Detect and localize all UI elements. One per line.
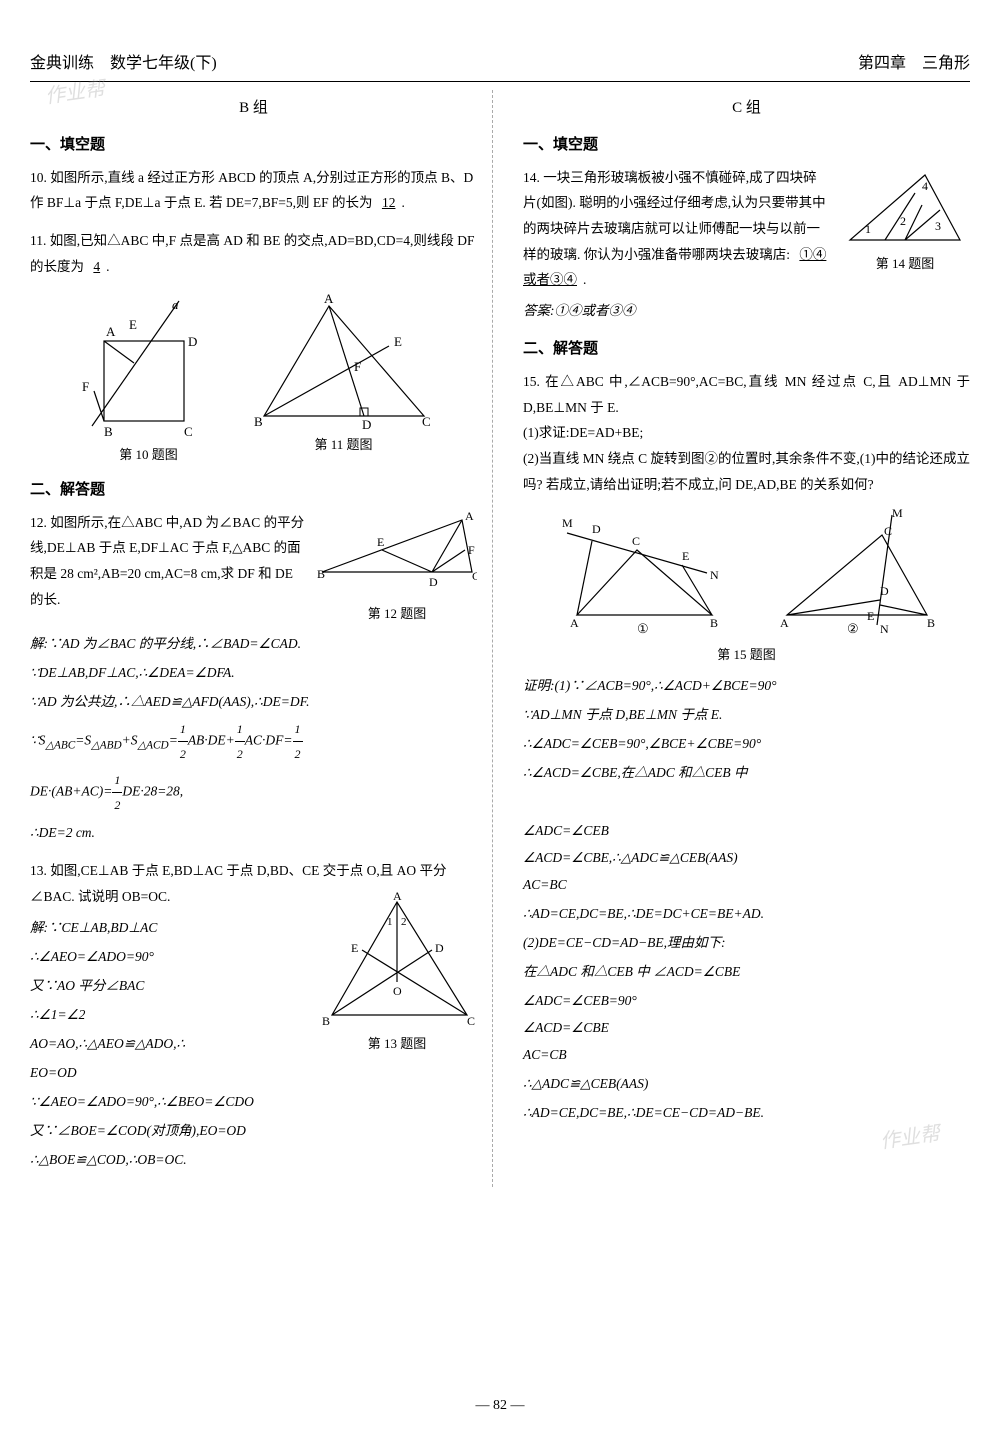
svg-text:A: A xyxy=(780,616,789,630)
figure-13-svg: A B C D E O 1 2 xyxy=(317,890,477,1030)
svg-text:D: D xyxy=(880,584,889,598)
svg-text:C: C xyxy=(472,569,477,583)
svg-text:E: E xyxy=(351,941,358,955)
problem-10-text: 10. 如图所示,直线 a 经过正方形 ABCD 的顶点 A,分别过正方形的顶点… xyxy=(30,170,473,211)
svg-text:C: C xyxy=(184,424,193,439)
svg-text:F: F xyxy=(354,359,361,374)
page-number: — 82 — xyxy=(476,1393,525,1418)
problem-10-answer: 12 xyxy=(376,195,402,210)
figure-15-row: A B C D E M N ① xyxy=(523,505,970,635)
svg-text:②: ② xyxy=(847,621,859,635)
svg-text:D: D xyxy=(435,941,444,955)
svg-text:D: D xyxy=(188,334,197,349)
svg-text:E: E xyxy=(377,535,384,549)
figure-11-svg: A B C D E F xyxy=(254,291,434,431)
svg-text:2: 2 xyxy=(900,214,906,228)
figure-15-1-svg: A B C D E M N ① xyxy=(552,505,742,635)
svg-text:C: C xyxy=(422,414,431,429)
problem-14: 1 2 3 4 第 14 题图 14. 一块三角形玻璃板被小强不慎碰碎,成了四块… xyxy=(523,165,970,324)
figure-12-svg: A B C D E F xyxy=(317,510,477,600)
problem-10: 10. 如图所示,直线 a 经过正方形 ABCD 的顶点 A,分别过正方形的顶点… xyxy=(30,165,477,216)
svg-text:B: B xyxy=(710,616,718,630)
svg-text:B: B xyxy=(254,414,263,429)
figure-15-caption: 第 15 题图 xyxy=(523,643,970,668)
svg-text:1: 1 xyxy=(387,916,393,928)
problem-15-solution: 证明:(1)∵∠ACB=90°,∴∠ACD+∠BCE=90° ∵AD⊥MN 于点… xyxy=(523,672,970,1126)
svg-text:F: F xyxy=(82,379,89,394)
svg-text:C: C xyxy=(467,1014,475,1028)
svg-text:D: D xyxy=(592,522,601,536)
problem-15-text: 15. 在△ABC 中,∠ACB=90°,AC=BC,直线 MN 经过点 C,且… xyxy=(523,369,970,420)
figure-11-caption: 第 11 题图 xyxy=(254,433,434,456)
svg-text:C: C xyxy=(884,524,892,538)
svg-text:N: N xyxy=(880,622,889,635)
svg-text:B: B xyxy=(322,1014,330,1028)
svg-text:A: A xyxy=(570,616,579,630)
problem-15: 15. 在△ABC 中,∠ACB=90°,AC=BC,直线 MN 经过点 C,且… xyxy=(523,369,970,1126)
figure-row-10-11: A B C D E F a 第 10 题图 A B xyxy=(30,291,477,466)
figure-10-caption: 第 10 题图 xyxy=(74,443,224,466)
svg-text:A: A xyxy=(465,510,474,523)
figure-15-1: A B C D E M N ① xyxy=(552,505,742,635)
svg-text:M: M xyxy=(562,516,573,530)
problem-11: 11. 如图,已知△ABC 中,F 点是高 AD 和 BE 的交点,AD=BD,… xyxy=(30,228,477,279)
svg-text:E: E xyxy=(867,609,874,623)
svg-text:A: A xyxy=(106,324,116,339)
figure-14-svg: 1 2 3 4 xyxy=(840,165,970,250)
figure-15-2: A B C D E M N ② xyxy=(772,505,942,635)
svg-text:①: ① xyxy=(637,621,649,635)
svg-text:A: A xyxy=(393,890,402,903)
svg-text:E: E xyxy=(129,317,137,332)
figure-14-caption: 第 14 题图 xyxy=(840,252,970,277)
figure-10: A B C D E F a 第 10 题图 xyxy=(74,291,224,466)
section-fill-blank: 一、填空题 xyxy=(30,132,477,159)
section-fill-blank-right: 一、填空题 xyxy=(523,132,970,159)
group-b-label: B 组 xyxy=(30,95,477,122)
svg-text:4: 4 xyxy=(922,179,928,193)
problem-11-answer: 4 xyxy=(87,259,106,274)
header-right: 第四章 三角形 xyxy=(858,50,970,79)
problem-12-solution: 解:∵AD 为∠BAC 的平分线,∴∠BAD=∠CAD. ∵DE⊥AB,DF⊥A… xyxy=(30,630,477,846)
header-left: 金典训练 数学七年级(下) xyxy=(30,50,217,79)
svg-text:O: O xyxy=(393,984,402,998)
svg-text:M: M xyxy=(892,506,903,520)
svg-text:F: F xyxy=(468,543,475,557)
figure-13: A B C D E O 1 2 第 13 题图 xyxy=(317,890,477,1057)
svg-text:N: N xyxy=(710,568,719,582)
svg-text:A: A xyxy=(324,291,334,306)
figure-13-caption: 第 13 题图 xyxy=(317,1032,477,1057)
group-c-label: C 组 xyxy=(523,95,970,122)
problem-12-text: 12. 如图所示,在△ABC 中,AD 为∠BAC 的平分线,DE⊥AB 于点 … xyxy=(30,515,304,607)
section-solve-left: 二、解答题 xyxy=(30,477,477,504)
svg-text:D: D xyxy=(362,417,371,431)
figure-14: 1 2 3 4 第 14 题图 xyxy=(840,165,970,277)
problem-15-sub1: (1)求证:DE=AD+BE; xyxy=(523,420,970,446)
svg-text:C: C xyxy=(632,534,640,548)
two-column-layout: B 组 一、填空题 10. 如图所示,直线 a 经过正方形 ABCD 的顶点 A… xyxy=(30,90,970,1187)
svg-text:D: D xyxy=(429,575,438,589)
svg-text:B: B xyxy=(104,424,113,439)
svg-text:3: 3 xyxy=(935,219,941,233)
svg-text:1: 1 xyxy=(865,222,871,236)
problem-12: A B C D E F 第 12 题图 12. 如图所示,在△ABC 中,AD … xyxy=(30,510,477,847)
figure-10-svg: A B C D E F a xyxy=(74,291,224,441)
problem-14-text: 14. 一块三角形玻璃板被小强不慎碰碎,成了四块碎片(如图). 聪明的小强经过仔… xyxy=(523,170,826,262)
figure-12-caption: 第 12 题图 xyxy=(317,602,477,627)
svg-text:E: E xyxy=(394,334,402,349)
problem-14-answer-label: 答案:①④或者③④ xyxy=(523,297,970,324)
svg-text:E: E xyxy=(682,549,689,563)
svg-text:B: B xyxy=(927,616,935,630)
problem-15-sub2: (2)当直线 MN 绕点 C 旋转到图②的位置时,其余条件不变,(1)中的结论还… xyxy=(523,446,970,497)
svg-text:2: 2 xyxy=(401,916,407,928)
figure-15-2-svg: A B C D E M N ② xyxy=(772,505,942,635)
page-header: 金典训练 数学七年级(下) 第四章 三角形 xyxy=(30,50,970,82)
left-column: B 组 一、填空题 10. 如图所示,直线 a 经过正方形 ABCD 的顶点 A… xyxy=(30,90,493,1187)
problem-13: 13. 如图,CE⊥AB 于点 E,BD⊥AC 于点 D,BD、CE 交于点 O… xyxy=(30,858,477,1174)
figure-12: A B C D E F 第 12 题图 xyxy=(317,510,477,627)
section-solve-right: 二、解答题 xyxy=(523,336,970,363)
svg-text:B: B xyxy=(317,567,325,581)
right-column: C 组 一、填空题 1 2 3 4 第 14 题图 14. 一块三角形玻璃板被小… xyxy=(523,90,970,1187)
figure-11: A B C D E F 第 11 题图 xyxy=(254,291,434,466)
svg-text:a: a xyxy=(172,297,179,312)
